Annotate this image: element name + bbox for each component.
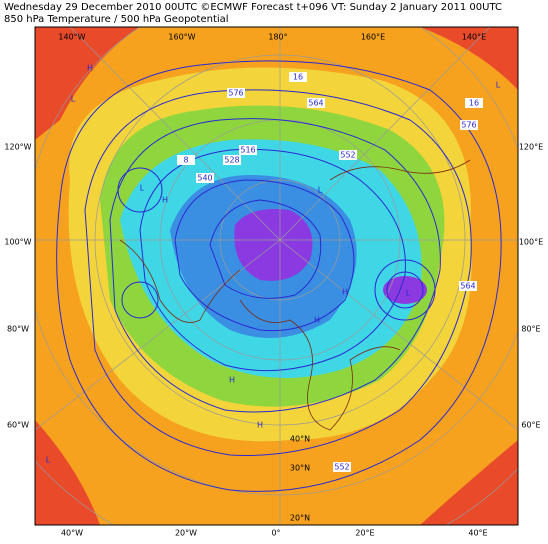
contour-label: 16	[469, 99, 479, 108]
contour-label: 552	[334, 463, 349, 472]
longitude-label: 80°E	[521, 325, 540, 334]
contour-label-box	[465, 98, 483, 108]
pressure-center: L	[140, 184, 145, 193]
contour-label: 552	[340, 151, 355, 160]
contour-label-box	[239, 145, 257, 155]
latitude-label: 20°N	[290, 514, 310, 523]
contour-label-box	[333, 462, 351, 472]
contour-label: 516	[240, 146, 255, 155]
pressure-center: H	[162, 196, 168, 205]
pressure-center: H	[229, 376, 235, 385]
longitude-label: 160°E	[361, 33, 385, 42]
contour-label-box	[289, 72, 307, 82]
longitude-label: 40°E	[468, 529, 487, 538]
longitude-label: 100°E	[519, 238, 543, 247]
pressure-center: L	[71, 95, 76, 104]
contour-label-box	[196, 173, 214, 183]
pressure-center: L	[46, 456, 51, 465]
contour-label: 540	[197, 174, 212, 183]
contour-label-box	[223, 155, 241, 165]
contour-label: 8	[183, 156, 188, 165]
latitude-label: 30°N	[290, 464, 310, 473]
longitude-label: 80°W	[7, 325, 29, 334]
longitude-label: 60°W	[7, 421, 29, 430]
pressure-center: H	[342, 288, 348, 297]
pressure-center: L	[496, 81, 501, 90]
latitude-label: 40°N	[290, 435, 310, 444]
pressure-center: L	[406, 289, 411, 298]
contour-label-box	[227, 88, 245, 98]
pressure-center: H	[87, 64, 93, 73]
title-line: Wednesday 29 December 2010 00UTC ©ECMWF …	[4, 2, 502, 13]
pressure-center: H	[257, 421, 263, 430]
contour-label-box	[177, 155, 195, 165]
contour-label: 576	[461, 121, 476, 130]
longitude-label: 140°E	[462, 33, 486, 42]
pressure-center: L	[318, 186, 323, 195]
longitude-label: 40°W	[61, 529, 83, 538]
longitude-label: 20°E	[355, 529, 374, 538]
longitude-label: 60°E	[521, 421, 540, 430]
contour-label: 564	[308, 99, 323, 108]
contour-label-box	[339, 150, 357, 160]
contour-label-box	[459, 281, 477, 291]
contour-label: 16	[293, 73, 303, 82]
longitude-label: 160°W	[168, 33, 195, 42]
longitude-label: 180°	[268, 33, 287, 42]
longitude-label: 120°W	[4, 143, 31, 152]
subtitle-line: 850 hPa Temperature / 500 hPa Geopotenti…	[4, 14, 229, 25]
contour-label: 564	[460, 282, 475, 291]
pressure-center: H	[314, 316, 320, 325]
longitude-label: 0°	[271, 529, 280, 538]
contour-label-box	[307, 98, 325, 108]
longitude-label: 140°W	[58, 33, 85, 42]
longitude-label: 100°W	[4, 238, 31, 247]
contour-label: 528	[224, 156, 239, 165]
contour-label: 576	[228, 89, 243, 98]
longitude-label: 120°E	[519, 143, 543, 152]
longitude-label: 20°W	[175, 529, 197, 538]
contour-label-box	[460, 120, 478, 130]
